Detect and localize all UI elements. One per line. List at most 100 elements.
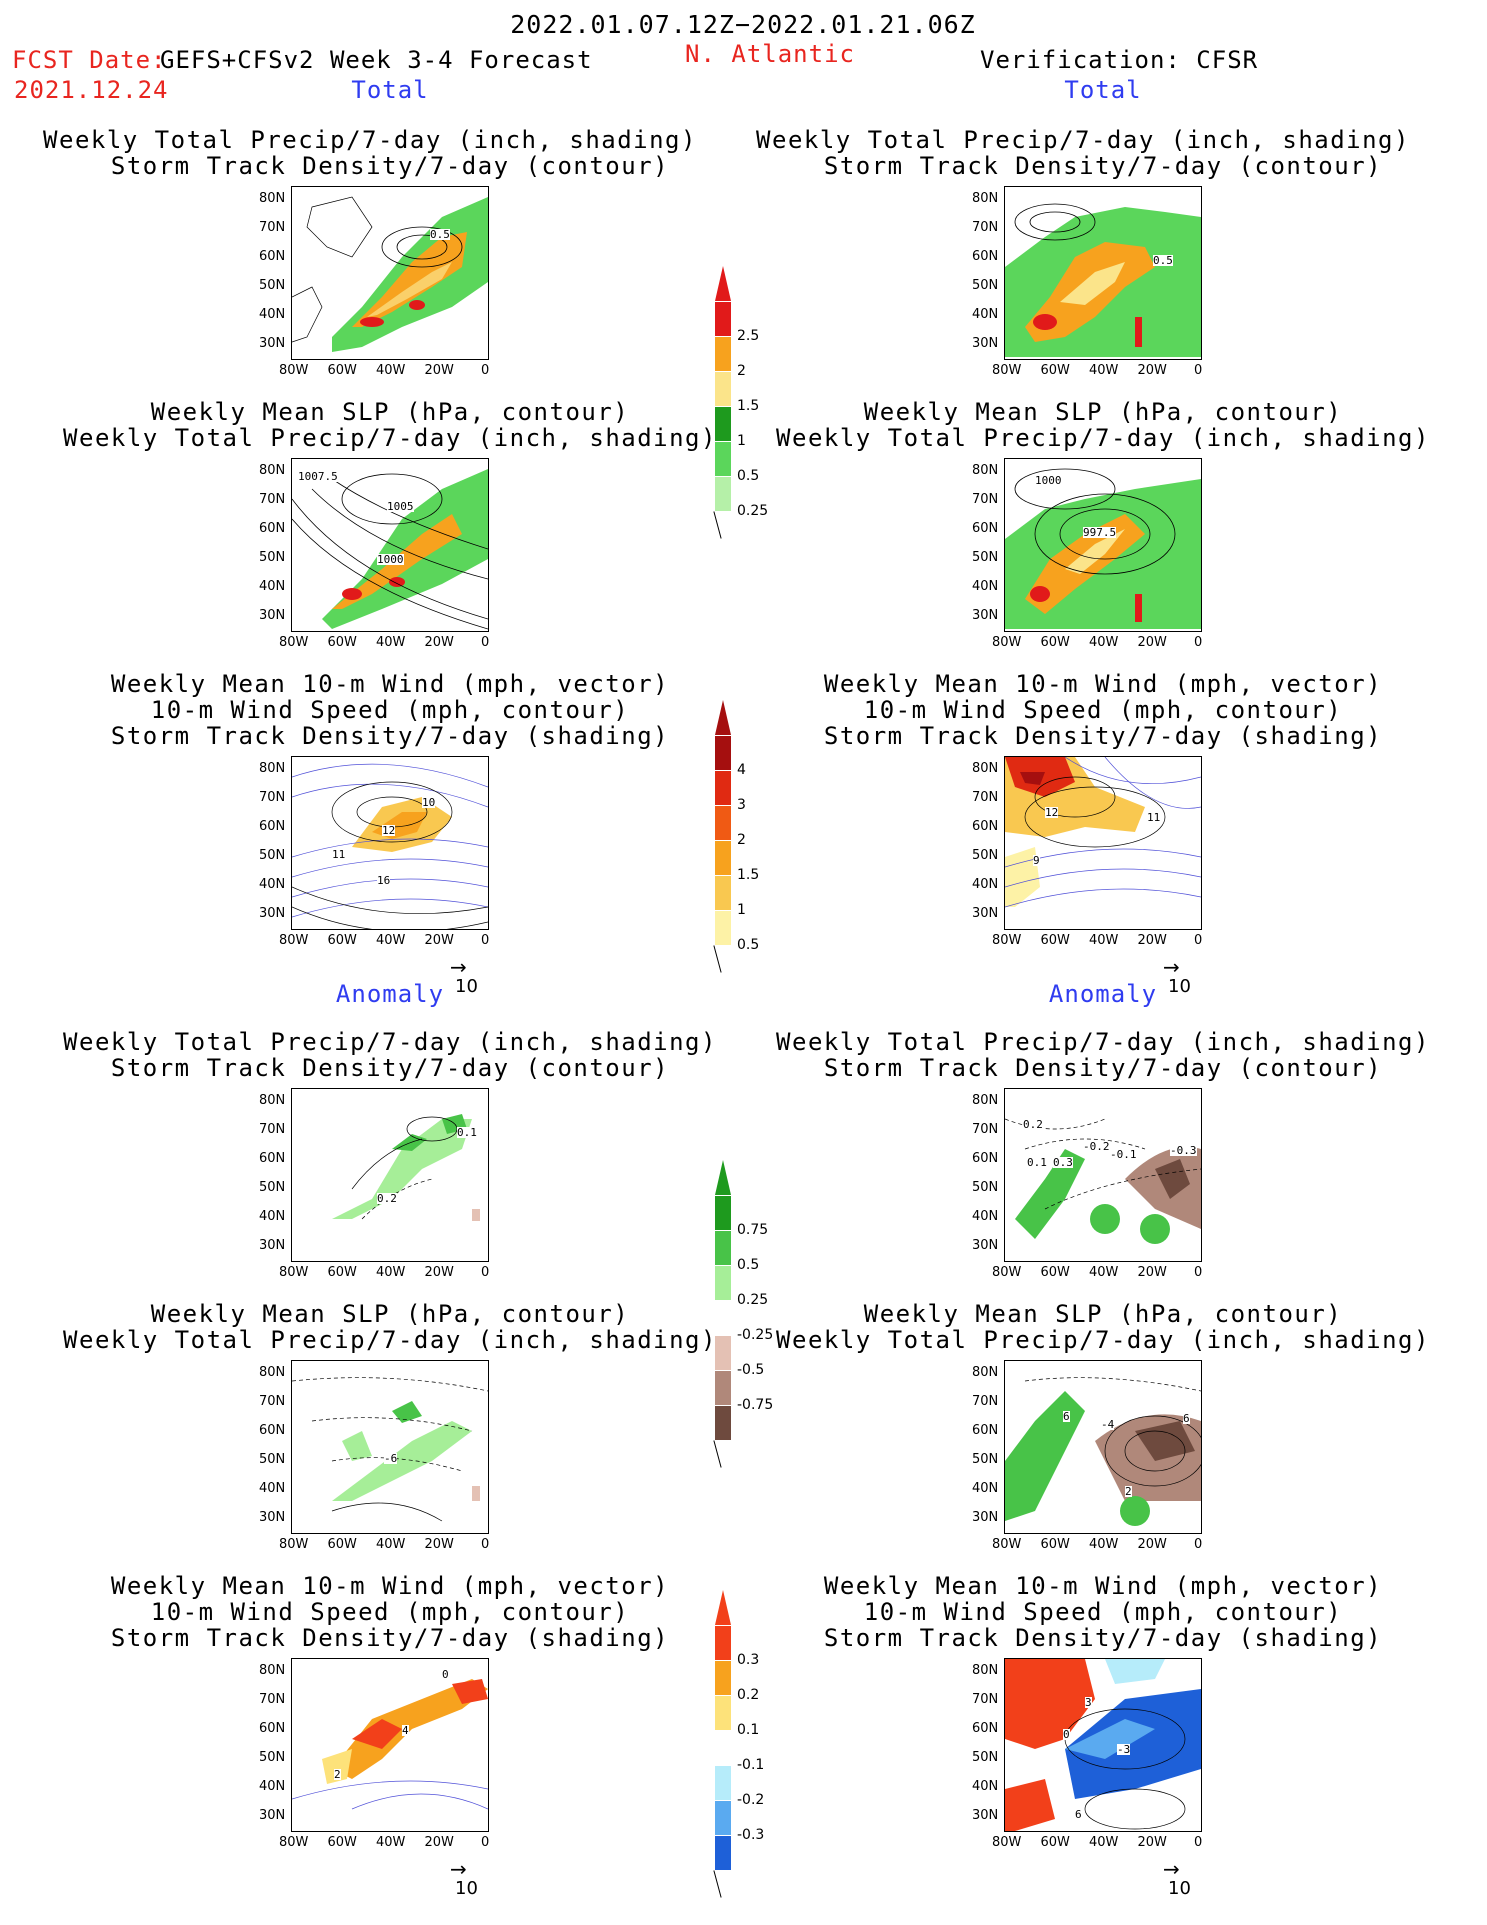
colorbar-label: 2 bbox=[737, 832, 746, 848]
lon-tick-label: 60W bbox=[1040, 1537, 1070, 1552]
panel-12-title-1: Weekly Mean 10-m Wind (mph, vector) bbox=[823, 1572, 1383, 1600]
lon-tick-label: 40W bbox=[1089, 1265, 1119, 1280]
lon-tick-label: 80W bbox=[279, 1537, 309, 1552]
panel-8-title-1: Weekly Total Precip/7-day (inch, shading… bbox=[776, 1028, 1430, 1056]
contour-label: 0.5 bbox=[1153, 254, 1173, 267]
lat-tick-label: 70N bbox=[972, 790, 999, 805]
colorbar-segment bbox=[715, 1695, 731, 1730]
lat-tick-label: 80N bbox=[259, 761, 286, 776]
lon-tick-label: 40W bbox=[376, 363, 406, 378]
colorbar-label: 2.5 bbox=[737, 328, 760, 344]
colorbar-label: 1 bbox=[737, 433, 746, 449]
panel-6-map: 12 11 9 bbox=[1004, 756, 1202, 930]
lon-tick-label: 40W bbox=[1089, 1537, 1119, 1552]
lon-tick-label: 80W bbox=[279, 1835, 309, 1850]
contour-label: 0.1 bbox=[1027, 1156, 1047, 1169]
contour-label: 6 bbox=[1075, 1808, 1082, 1821]
contour-label: 3 bbox=[1085, 1696, 1092, 1709]
lon-tick-label: 0 bbox=[481, 1835, 490, 1850]
panel-5-map: 10 12 11 16 bbox=[291, 756, 489, 930]
panel-8-map: 0.2 -0.2 -0.1 -0.3 0.3 0.1 bbox=[1004, 1088, 1202, 1262]
lon-tick-label: 0 bbox=[481, 635, 490, 650]
lat-tick-label: 30N bbox=[972, 608, 999, 623]
section-anomaly-right: Anomaly bbox=[1048, 980, 1158, 1008]
lat-tick-label: 50N bbox=[972, 1750, 999, 1765]
lat-tick-label: 80N bbox=[972, 1663, 999, 1678]
panel-4-title-2: Weekly Total Precip/7-day (inch, shading… bbox=[776, 424, 1430, 452]
lon-tick-label: 80W bbox=[992, 363, 1022, 378]
panel-9-title-1: Weekly Mean SLP (hPa, contour) bbox=[150, 1300, 630, 1328]
colorbar-segment bbox=[715, 301, 731, 336]
colorbar-label: 0.75 bbox=[737, 1222, 769, 1238]
panel-10-plot bbox=[1005, 1361, 1201, 1533]
lat-tick-label: 70N bbox=[972, 1394, 999, 1409]
panel-12-plot bbox=[1005, 1659, 1201, 1831]
lat-tick-label: 40N bbox=[972, 877, 999, 892]
contour-label: 10 bbox=[422, 796, 436, 809]
lon-tick-label: 0 bbox=[1194, 933, 1203, 948]
lat-tick-label: 40N bbox=[259, 877, 286, 892]
lat-tick-label: 80N bbox=[972, 1365, 999, 1380]
panel-5-title-1: Weekly Mean 10-m Wind (mph, vector) bbox=[110, 670, 670, 698]
panel-3-map: 1007.5 1005 1000 bbox=[291, 458, 489, 632]
colorbar-track-anom bbox=[713, 1590, 731, 1898]
panel-12-map: 3 0 -3 6 bbox=[1004, 1658, 1202, 1832]
lat-tick-label: 60N bbox=[259, 1721, 286, 1736]
contour-label: 12 bbox=[382, 824, 396, 837]
colorbar-tail bbox=[713, 945, 722, 973]
contour-label: 12 bbox=[1045, 806, 1059, 819]
panel-12-title-3: Storm Track Density/7-day (shading) bbox=[823, 1624, 1383, 1652]
colorbar-segment bbox=[715, 1730, 731, 1765]
lon-tick-label: 20W bbox=[424, 933, 454, 948]
contour-label: 997.5 bbox=[1083, 526, 1117, 539]
colorbar-label: 1.5 bbox=[737, 398, 760, 414]
lat-tick-label: 70N bbox=[972, 492, 999, 507]
lon-tick-label: 60W bbox=[327, 1835, 357, 1850]
fcst-date: 2021.12.24 bbox=[14, 76, 169, 104]
panel-8-title-2: Storm Track Density/7-day (contour) bbox=[823, 1054, 1383, 1082]
colorbar-segment bbox=[715, 441, 731, 476]
contour-label: 1000 bbox=[377, 553, 404, 566]
lat-tick-label: 30N bbox=[972, 336, 999, 351]
contour-label: 1005 bbox=[387, 500, 414, 513]
colorbar-segment bbox=[715, 735, 731, 770]
contour-label: 2 bbox=[1125, 1485, 1132, 1498]
colorbar-tail bbox=[713, 1440, 722, 1468]
colorbar-label: 0.25 bbox=[737, 503, 769, 519]
lat-tick-label: 70N bbox=[259, 220, 286, 235]
lon-tick-label: 0 bbox=[481, 1537, 490, 1552]
colorbar-segment bbox=[715, 371, 731, 406]
colorbar-tail bbox=[713, 511, 722, 539]
colorbar-segment bbox=[715, 840, 731, 875]
colorbar-segment bbox=[715, 910, 731, 945]
vector-scale-label: 10 bbox=[1168, 1878, 1191, 1899]
lat-tick-label: 70N bbox=[972, 220, 999, 235]
colorbar-label: -0.1 bbox=[737, 1757, 765, 1773]
colorbar-label: -0.25 bbox=[737, 1327, 774, 1343]
colorbar-segment bbox=[715, 1335, 731, 1370]
lat-tick-label: 70N bbox=[259, 790, 286, 805]
panel-5-plot bbox=[292, 757, 488, 929]
lat-tick-label: 30N bbox=[259, 336, 286, 351]
lon-tick-label: 20W bbox=[424, 1835, 454, 1850]
lat-tick-label: 40N bbox=[259, 579, 286, 594]
lat-tick-label: 30N bbox=[259, 608, 286, 623]
colorbar-segment bbox=[715, 1800, 731, 1835]
lon-tick-label: 60W bbox=[1040, 363, 1070, 378]
contour-label: 16 bbox=[377, 874, 391, 887]
panel-10-title-1: Weekly Mean SLP (hPa, contour) bbox=[863, 1300, 1343, 1328]
contour-label: 1000 bbox=[1035, 474, 1062, 487]
panel-4-map: 1000 997.5 bbox=[1004, 458, 1202, 632]
colorbar-label: 0.1 bbox=[737, 1722, 760, 1738]
colorbar-label: 3 bbox=[737, 797, 746, 813]
lat-tick-label: 50N bbox=[259, 1750, 286, 1765]
lat-tick-label: 70N bbox=[259, 1692, 286, 1707]
colorbar-segment bbox=[715, 1230, 731, 1265]
colorbar-label: 0.5 bbox=[737, 937, 760, 953]
colorbar-label: -0.3 bbox=[737, 1827, 765, 1843]
contour-label: 0.3 bbox=[1053, 1156, 1073, 1169]
lat-tick-label: 50N bbox=[972, 1180, 999, 1195]
lat-tick-label: 60N bbox=[259, 249, 286, 264]
colorbar-triangle-top bbox=[715, 266, 731, 301]
panel-2-title-2: Storm Track Density/7-day (contour) bbox=[823, 152, 1383, 180]
